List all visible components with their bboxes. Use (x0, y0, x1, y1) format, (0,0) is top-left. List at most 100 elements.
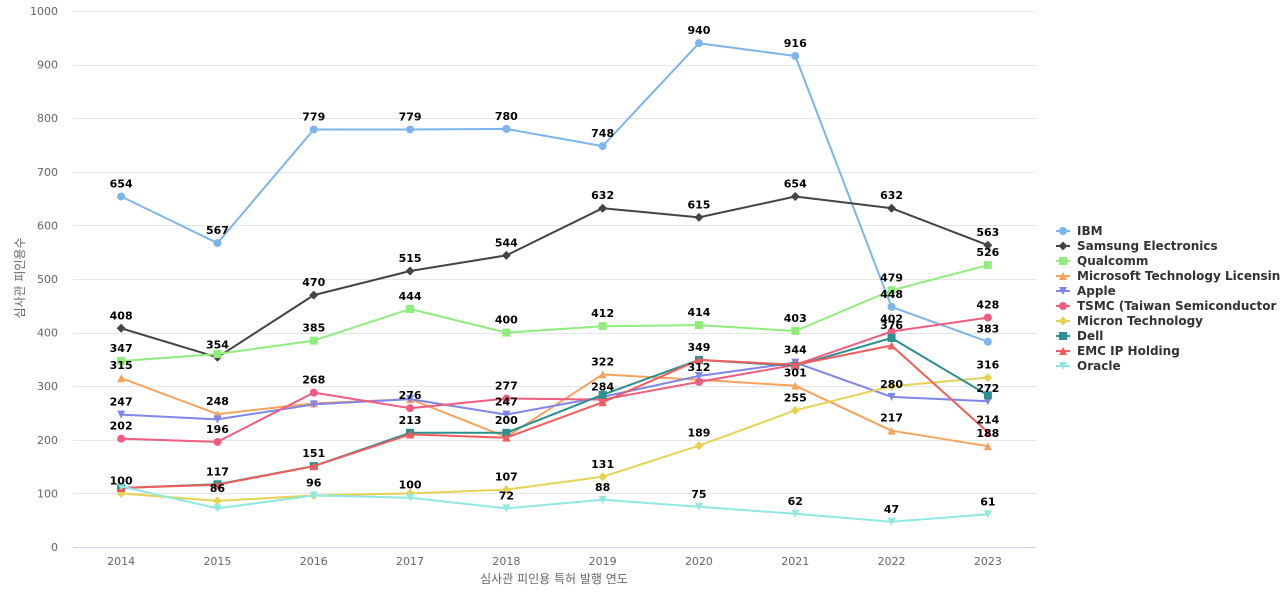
data-point (887, 517, 896, 526)
data-point (598, 370, 607, 379)
series-9 (117, 482, 992, 526)
data-label: 385 (302, 322, 325, 335)
data-point (117, 482, 126, 491)
legend-label: Qualcomm (1077, 254, 1148, 268)
data-label: 940 (687, 24, 710, 37)
data-point (983, 391, 992, 400)
data-point (309, 400, 318, 409)
data-point (213, 415, 222, 424)
data-point (598, 495, 607, 504)
data-point (983, 442, 992, 451)
data-label: 72 (499, 489, 514, 502)
data-point (502, 433, 511, 442)
data-point (117, 374, 126, 383)
legend-marker (1058, 241, 1068, 251)
data-label: 284 (591, 381, 614, 394)
x-tick-label: 2018 (492, 555, 520, 568)
legend-item[interactable]: TSMC (Taiwan Semiconductor ... (1056, 299, 1280, 313)
data-label: 96 (306, 477, 322, 490)
data-point (983, 337, 992, 346)
series-line (120, 361, 989, 421)
legend-label: IBM (1077, 224, 1103, 238)
legend-label: Apple (1077, 284, 1116, 298)
data-label: 75 (691, 488, 706, 501)
data-point (790, 405, 800, 415)
data-point (983, 428, 992, 437)
data-point (694, 321, 703, 330)
data-point (694, 377, 703, 386)
data-point (309, 336, 318, 345)
data-point (213, 504, 222, 513)
data-point (502, 328, 511, 337)
y-tick-label: 600 (37, 219, 58, 232)
data-label: 117 (206, 465, 229, 478)
data-label: 277 (495, 380, 518, 393)
data-label: 632 (880, 189, 903, 202)
data-label: 272 (976, 382, 999, 395)
legend-label: Oracle (1077, 359, 1121, 373)
x-tick-label: 2017 (396, 555, 424, 568)
data-point (117, 434, 126, 443)
data-label: 301 (784, 367, 807, 380)
data-point (502, 394, 511, 403)
data-label: 100 (399, 479, 422, 492)
legend-item[interactable]: Microsoft Technology Licensing (1056, 269, 1280, 283)
legend-marker (1059, 362, 1067, 370)
y-tick-label: 400 (37, 327, 58, 340)
data-point (694, 372, 703, 381)
legend-marker (1059, 272, 1067, 280)
data-point (887, 286, 896, 295)
data-point (212, 496, 222, 506)
data-point (309, 491, 318, 500)
data-point (406, 404, 415, 413)
legend-label: Micron Technology (1077, 314, 1203, 328)
data-label: 414 (687, 306, 710, 319)
data-point (213, 437, 222, 446)
data-label: 748 (591, 127, 614, 140)
y-tick-label: 100 (37, 487, 58, 500)
x-tick-label: 2016 (300, 555, 328, 568)
legend-item[interactable]: Oracle (1056, 359, 1121, 373)
legend-item[interactable]: Samsung Electronics (1056, 239, 1218, 253)
data-point (694, 441, 704, 451)
data-label: 544 (495, 236, 518, 249)
x-tick-label: 2021 (781, 555, 809, 568)
data-point (694, 39, 703, 48)
data-point (694, 502, 703, 511)
y-tick-label: 700 (37, 166, 58, 179)
data-point (116, 323, 126, 333)
data-point (502, 504, 511, 513)
data-label: 563 (976, 226, 999, 239)
data-point (887, 327, 896, 336)
data-label: 312 (687, 361, 710, 374)
data-label: 214 (976, 413, 999, 426)
legend-item[interactable]: Apple (1056, 284, 1116, 298)
data-label: 196 (206, 423, 229, 436)
data-point (598, 390, 607, 399)
data-label: 916 (784, 37, 807, 50)
series-8 (117, 341, 992, 493)
legend-item[interactable]: Qualcomm (1056, 254, 1148, 268)
data-label: 151 (302, 447, 325, 460)
data-label: 654 (784, 177, 807, 190)
data-label: 470 (302, 276, 325, 289)
data-label: 47 (884, 503, 899, 516)
data-label: 88 (595, 481, 610, 494)
series-1 (116, 191, 993, 362)
data-label: 400 (495, 314, 518, 327)
y-tick-label: 0 (51, 541, 58, 554)
data-point (983, 373, 993, 383)
data-point (887, 302, 896, 311)
legend-item[interactable]: Micron Technology (1056, 314, 1203, 328)
legend-item[interactable]: Dell (1056, 329, 1103, 343)
data-label: 280 (880, 378, 903, 391)
legend-item[interactable]: EMC IP Holding (1056, 344, 1180, 358)
data-label: 515 (399, 252, 422, 265)
data-label: 202 (110, 420, 133, 433)
data-label: 217 (880, 412, 903, 425)
data-point (213, 480, 222, 489)
legend-item[interactable]: IBM (1056, 224, 1103, 238)
data-point (887, 333, 896, 342)
data-label: 189 (687, 427, 710, 440)
